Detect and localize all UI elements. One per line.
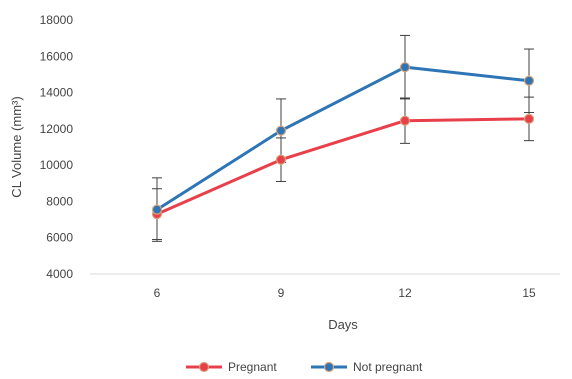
- series-line: [156, 117, 530, 216]
- data-point: [275, 125, 287, 136]
- y-tick-label: 14000: [40, 86, 74, 100]
- y-axis-title: CL Volume (mm³): [9, 96, 24, 197]
- series-points: [151, 62, 535, 220]
- y-axis-ticks: 4000 6000 8000 10000 12000 14000 16000 18000: [40, 13, 74, 281]
- x-axis-ticks: 6 9 12 15: [154, 286, 536, 300]
- x-tick-label: 12: [398, 286, 412, 300]
- data-point: [151, 204, 163, 215]
- y-tick-label: 4000: [46, 267, 73, 281]
- x-axis-title: Days: [328, 317, 358, 332]
- data-point: [523, 75, 535, 86]
- series-line: [156, 65, 530, 211]
- data-point: [523, 113, 535, 124]
- legend-label: Not pregnant: [353, 360, 423, 374]
- data-point: [399, 115, 411, 126]
- legend-label: Pregnant: [228, 360, 277, 374]
- legend: Pregnant Not pregnant: [186, 360, 423, 374]
- y-tick-label: 10000: [40, 158, 74, 172]
- legend-swatch-marker: [198, 361, 210, 373]
- y-tick-label: 16000: [40, 49, 74, 63]
- x-tick-label: 9: [278, 286, 285, 300]
- series-lines: [156, 65, 530, 216]
- x-tick-label: 6: [154, 286, 161, 300]
- y-tick-label: 18000: [40, 13, 74, 27]
- data-point: [275, 154, 287, 165]
- y-tick-label: 8000: [46, 194, 73, 208]
- y-tick-label: 6000: [46, 231, 73, 245]
- data-point: [399, 62, 411, 73]
- x-tick-label: 15: [522, 286, 536, 300]
- error-bars: [152, 34, 534, 242]
- legend-swatch-marker: [323, 361, 335, 373]
- y-tick-label: 12000: [40, 122, 74, 136]
